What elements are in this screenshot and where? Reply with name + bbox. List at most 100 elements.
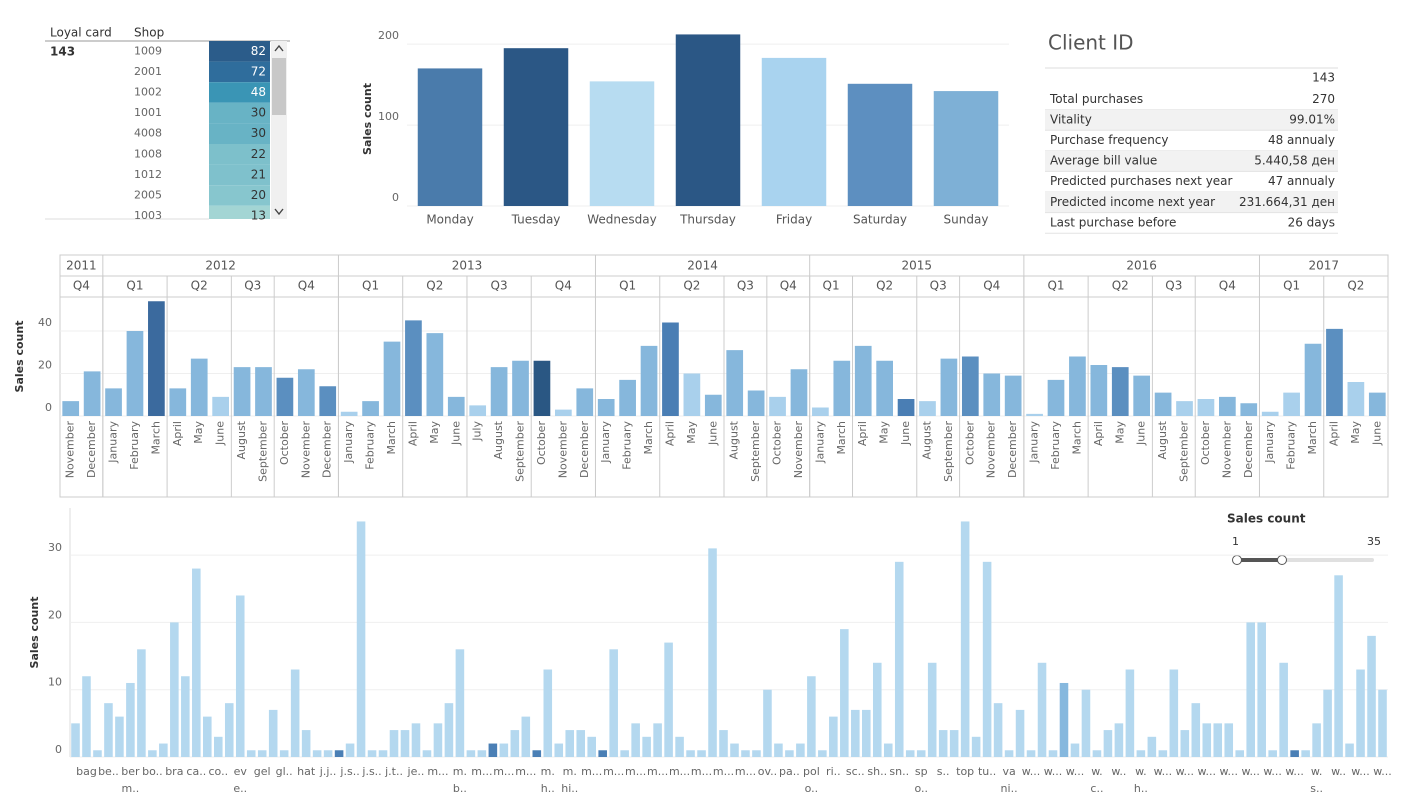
x-tick-label: ri.. — [826, 765, 841, 778]
slider-handle[interactable] — [1232, 555, 1242, 565]
bar — [405, 320, 422, 416]
x-tick-label: m... — [493, 765, 514, 778]
x-tick-label: pa.. — [779, 765, 800, 778]
x-tick-label: m. h.. — [541, 765, 555, 795]
label-line: h.. — [1134, 782, 1148, 795]
column-header: Shop — [134, 26, 164, 40]
bar — [971, 736, 981, 757]
bar — [982, 561, 992, 757]
x-tick-label: October — [1199, 421, 1212, 465]
x-tick-label: ca.. — [186, 765, 206, 778]
row-value: 5.440,58 ден — [1254, 154, 1335, 168]
x-tick-label: m... — [625, 765, 646, 778]
bar — [1202, 723, 1212, 757]
shop-id: 2001 — [134, 65, 162, 78]
years-header: 2016 — [1126, 259, 1157, 273]
bar — [1323, 689, 1332, 757]
quarters-header: Q4 — [1219, 279, 1236, 293]
x-tick-label: w. s.. — [1310, 765, 1323, 795]
bar — [512, 360, 529, 416]
shop-id: 1008 — [134, 147, 162, 160]
heat-cell — [209, 41, 270, 62]
bar — [1197, 399, 1215, 416]
scroll-down[interactable] — [274, 208, 284, 216]
y-tick-label: 30 — [48, 541, 62, 554]
scrollbar-thumb[interactable] — [272, 58, 286, 115]
bar — [319, 386, 337, 416]
bar — [389, 730, 399, 757]
x-tick-label: m... — [669, 765, 690, 778]
bar — [840, 629, 849, 757]
x-tick-label: June — [214, 421, 227, 446]
bar — [276, 377, 294, 416]
bar — [1224, 723, 1234, 757]
label-line: ni.. — [1001, 782, 1018, 795]
x-tick-label: tu.. — [978, 765, 996, 778]
x-tick-label: m. hi.. — [561, 765, 578, 795]
bar — [169, 388, 187, 416]
x-tick-label: December — [85, 421, 98, 479]
x-tick-label: pol o.. — [803, 765, 820, 795]
bar — [426, 333, 444, 416]
quarters-header: Q2 — [191, 279, 208, 293]
bar — [719, 730, 728, 757]
x-tick-label: June — [899, 421, 912, 446]
bar — [983, 373, 1001, 416]
bar — [683, 373, 701, 416]
heat-cell — [209, 164, 270, 186]
x-tick-label: j.t.. — [384, 765, 403, 778]
quarters-header: Q1 — [619, 279, 636, 293]
row-label: Last purchase before — [1050, 215, 1176, 229]
x-tick-label: August — [728, 420, 741, 459]
label-line: w. — [1091, 765, 1102, 778]
y-axis-title: Sales count — [13, 321, 26, 393]
bar — [192, 568, 201, 757]
x-tick-label: w.. — [1111, 765, 1126, 778]
quarters-header: Q1 — [823, 279, 840, 293]
x-tick-label: m... — [735, 765, 756, 778]
bar — [1219, 396, 1236, 416]
bar — [747, 390, 765, 416]
label-line: c.. — [1090, 782, 1103, 795]
bar — [1213, 723, 1223, 757]
x-tick-label: January — [813, 421, 826, 464]
bar — [631, 723, 640, 757]
bar — [255, 367, 272, 416]
x-tick-label: June — [1370, 421, 1383, 446]
quarters-header: Q1 — [1047, 279, 1064, 293]
bar — [812, 407, 829, 416]
x-tick-label: m... — [515, 765, 536, 778]
bar — [876, 360, 893, 416]
shop-id: 2005 — [134, 189, 162, 202]
bar — [1312, 723, 1321, 757]
bar — [1048, 750, 1058, 757]
x-tick-label: w... — [1351, 765, 1369, 778]
x-tick-label: May — [878, 421, 891, 444]
slider-range[interactable] — [1237, 558, 1282, 562]
scroll-up[interactable] — [274, 44, 284, 52]
cell-value: 21 — [251, 167, 266, 181]
x-tick-label: March — [1306, 421, 1319, 455]
x-tick-label: August — [492, 420, 505, 459]
bar — [664, 642, 673, 757]
x-tick-label: February — [621, 421, 634, 470]
bar — [235, 595, 245, 757]
bar — [1037, 662, 1047, 757]
cell-value: 48 — [251, 85, 266, 99]
x-tick-label: w... — [1198, 765, 1216, 778]
label-line: hi.. — [561, 782, 578, 795]
x-tick-label: December — [1242, 421, 1255, 479]
bar — [334, 750, 344, 757]
quarters-header: Q3 — [244, 279, 261, 293]
label-line: ev — [234, 765, 248, 778]
row-value: 26 days — [1288, 215, 1335, 229]
bar — [312, 750, 322, 757]
bar — [620, 750, 629, 757]
slider-handle[interactable] — [1277, 555, 1287, 565]
bar — [761, 57, 827, 206]
bar — [533, 360, 551, 416]
row-value: 47 annualy — [1268, 174, 1335, 188]
bar — [576, 388, 594, 416]
quarters-header: Q2 — [1112, 279, 1129, 293]
x-tick-label: May — [1113, 421, 1126, 444]
